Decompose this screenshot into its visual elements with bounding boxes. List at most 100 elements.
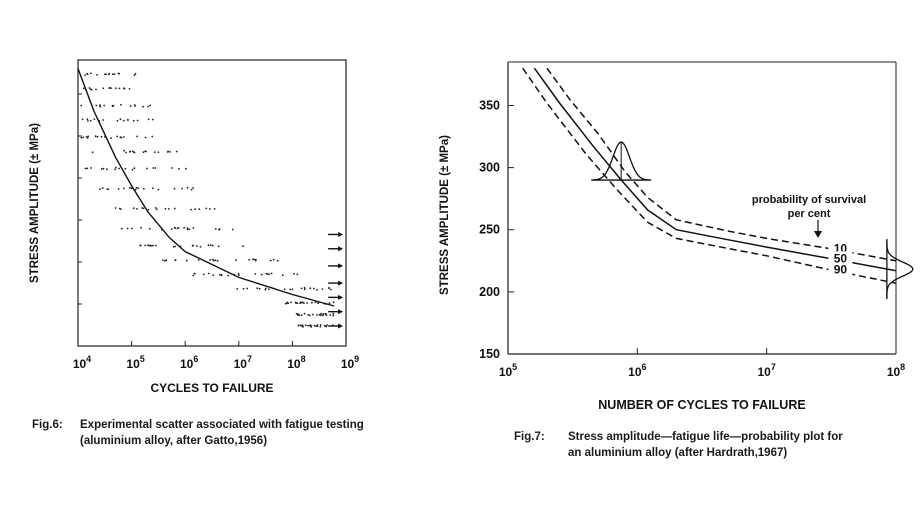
fig6-scatter-point — [140, 226, 143, 229]
fig6-scatter-point — [114, 168, 116, 171]
fig7-caption-line2: an aluminium alloy (after Hardrath,1967) — [568, 447, 788, 459]
fig6-scatter-point — [87, 120, 89, 122]
fig7-line-90 — [522, 67, 897, 284]
fig6-scatter-point — [298, 314, 301, 317]
fig6-scatter-point — [214, 259, 217, 262]
fig6-scatter-point — [207, 272, 210, 275]
fig6-scatter-point — [248, 258, 251, 261]
fig6-scatter-point — [314, 301, 317, 304]
fig6-scatter-point — [149, 244, 152, 247]
fig6-scatter-point — [186, 227, 189, 230]
fig6-runout-arrow-head — [338, 263, 344, 269]
fig6-runout-arrow-head — [338, 309, 344, 315]
fig6-scatter-point — [270, 272, 273, 275]
fig6-scatter-point — [236, 288, 239, 290]
fig6-scatter-point — [219, 273, 221, 276]
fig6-number: Fig.6: — [32, 419, 63, 431]
fig6-scatter-point — [309, 314, 311, 317]
fig6-scatter-point — [144, 150, 147, 153]
fig6-scatter-point — [93, 118, 96, 120]
fig6-scatter-point — [214, 228, 217, 230]
fig6-scatter-point — [195, 245, 198, 247]
fig6-scatter-point — [147, 244, 150, 247]
fig6-scatter-point — [332, 301, 335, 304]
fig6-scatter-point — [80, 104, 83, 107]
fig6-scatter-point — [256, 287, 259, 290]
fig6-scatter-point — [82, 136, 85, 139]
fig6-scatter-point — [316, 288, 318, 291]
fig6-scatter-point — [110, 137, 113, 140]
fig6-x-tick-labels: 104 105 106 107 108 109 — [73, 93, 359, 371]
fig6-scatter-point — [186, 186, 189, 189]
fig6-scatter-point — [316, 314, 318, 316]
fig6-scatter-point — [303, 286, 306, 289]
fig7-life-distribution-curve — [593, 141, 650, 181]
fig6-plot-frame — [77, 59, 347, 347]
fig6-scatter-point — [147, 208, 150, 211]
fig6-scatter-point — [312, 313, 314, 316]
fig6-scatter-point — [293, 272, 295, 275]
fig6-scatter-point — [127, 119, 129, 121]
fig6-scatter-point — [96, 74, 98, 76]
fig6-scatter-point — [142, 151, 145, 154]
fig6-scatter-point — [133, 151, 136, 154]
fig6-scatter-point — [302, 326, 304, 328]
fig6-scatter-point — [197, 259, 200, 261]
fig6-scatter-point — [151, 187, 154, 190]
fig6-scatter-point — [157, 151, 160, 154]
fig6-scatter-point — [151, 118, 154, 121]
fig6-scatter-point — [227, 274, 230, 277]
fig7-y-tick-label: 150 — [479, 347, 500, 361]
fig6-scatter-point — [220, 274, 223, 276]
fig6-scatter-point — [133, 167, 136, 170]
fig6-x-axis-label: CYCLES TO FAILURE — [150, 381, 273, 395]
fig6-scatter-point — [258, 287, 261, 290]
fig6-scatter-point — [84, 74, 87, 76]
fig7-y-tick-label: 300 — [479, 161, 500, 175]
fig7-probability-lines — [522, 67, 897, 284]
fig6-scatter-point — [134, 105, 136, 107]
fig6-scatter-point — [211, 244, 214, 247]
fig6-scatter-point — [82, 87, 85, 90]
fig6-scatter-point — [119, 136, 122, 138]
fig6-scatter-point — [147, 118, 150, 121]
fig6-scatter-point — [129, 186, 131, 189]
fig6-scatter-point — [148, 227, 151, 230]
fig6-scatter-point — [207, 244, 210, 247]
fig6-scatter-point — [123, 149, 125, 152]
fig6-scatter-point — [167, 208, 170, 210]
fig6-runout-arrow-head — [338, 231, 344, 237]
fig6-scatter-point — [295, 302, 297, 304]
fig6-x-tick-label: 109 — [341, 354, 359, 371]
fig7-y-tick-labels: 150 200 250 300 350 — [479, 98, 514, 361]
fig6-scatter-point — [99, 188, 101, 191]
fig6-scatter-point — [142, 105, 145, 108]
fig6-scatter-point — [173, 187, 176, 190]
fig6-scatter-point — [124, 167, 127, 170]
fig6-caption-line2: (aluminium alloy, after Gatto,1956) — [80, 435, 268, 447]
fig6-scatter-point — [112, 104, 115, 107]
fig6-scatter-point — [89, 72, 92, 75]
fig7-x-tick-label: 106 — [628, 362, 646, 379]
fig6-scatter-point — [286, 302, 289, 305]
fig6-scatter-point — [235, 259, 238, 261]
fig7-distribution-curves — [591, 141, 914, 300]
fig6-scatter-point — [213, 208, 216, 210]
fig6-scatter-point — [185, 259, 188, 262]
fig6-scatter-point — [307, 314, 310, 316]
fig6-scatter-point — [169, 151, 172, 153]
fig6-scatter-point — [149, 104, 152, 107]
fig7-y-axis-label: STRESS AMPLITUDE (± MPa) — [439, 135, 451, 295]
fig6-scatter-point — [117, 188, 120, 190]
fig6-scatter-point — [190, 208, 193, 211]
fig6-scatter-point — [192, 187, 195, 189]
fig6-scatter-point — [118, 87, 121, 90]
fig6-scatter-point — [120, 227, 123, 230]
fig6-scatter-point — [303, 288, 306, 291]
fig6-scatter-point — [134, 188, 137, 191]
fig6-scatter-point — [133, 74, 136, 77]
fig6-scatter-point — [268, 273, 270, 276]
fig7-annotation-line2: per cent — [788, 208, 831, 220]
fig6-scatter-point — [173, 226, 176, 229]
fig6-scatter-point — [299, 302, 301, 304]
